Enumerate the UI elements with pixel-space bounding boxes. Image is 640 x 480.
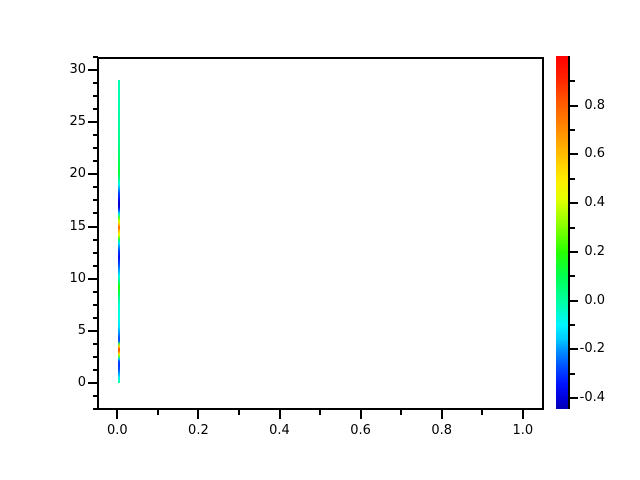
colorbar-tick <box>570 202 578 205</box>
y-axis-minor-tick <box>93 55 98 58</box>
y-axis-minor-tick <box>93 82 98 85</box>
colorbar-tick-label: 0.4 <box>584 195 605 211</box>
colorbar-minor-tick <box>570 226 575 229</box>
x-axis-minor-tick <box>156 409 159 415</box>
y-axis-minor-tick <box>93 186 98 189</box>
colorbar-minor-tick <box>570 177 575 180</box>
y-axis-tick <box>88 173 98 176</box>
x-axis-tick-label: 0.8 <box>431 423 453 438</box>
x-axis-tick <box>278 409 281 419</box>
y-axis-minor-tick <box>93 147 98 150</box>
y-axis-minor-tick <box>93 199 98 202</box>
y-axis-minor-tick <box>93 251 98 254</box>
y-axis-tick <box>88 121 98 124</box>
y-axis-tick-label: 20 <box>69 166 86 182</box>
colorbar-axis-line <box>568 56 570 409</box>
colorbar-tick <box>570 348 578 351</box>
y-axis-minor-tick <box>93 408 98 411</box>
colorbar-tick-label: 0.6 <box>584 146 605 162</box>
x-axis-minor-tick <box>481 409 484 415</box>
y-axis-minor-tick <box>93 160 98 163</box>
colorbar-minor-tick <box>570 372 575 375</box>
y-axis-minor-tick <box>93 238 98 241</box>
y-axis-minor-tick <box>93 342 98 345</box>
y-axis-minor-tick <box>93 108 98 111</box>
x-axis-tick <box>359 409 362 419</box>
colorbar-tick-label: -0.2 <box>579 341 605 357</box>
y-axis-minor-tick <box>93 95 98 98</box>
y-axis-minor-tick <box>93 290 98 293</box>
y-axis-minor-tick <box>93 264 98 267</box>
x-axis-minor-tick <box>319 409 322 415</box>
y-axis-minor-tick <box>93 395 98 398</box>
y-axis-minor-tick <box>93 316 98 319</box>
x-axis-minor-tick <box>237 409 240 415</box>
colorbar-tick <box>570 153 578 156</box>
x-axis-minor-tick <box>400 409 403 415</box>
x-axis-tick <box>116 409 119 419</box>
colorbar-minor-tick <box>570 275 575 278</box>
y-axis-tick <box>88 382 98 384</box>
plot-area <box>97 57 544 410</box>
y-axis-minor-tick <box>93 355 98 358</box>
colorbar-tick <box>570 397 578 400</box>
x-axis-tick-label: 0.4 <box>269 423 290 438</box>
colorbar-tick <box>570 299 578 302</box>
y-axis-minor-tick <box>93 303 98 306</box>
colorbar-tick-label: 0.8 <box>584 97 605 113</box>
colorbar-tick-label: -0.4 <box>579 390 605 406</box>
y-axis-tick-label: 0 <box>77 375 86 390</box>
y-axis-tick <box>88 225 98 228</box>
colorbar-tick-label: 0.0 <box>584 292 605 308</box>
y-axis-tick-label: 5 <box>77 322 86 338</box>
colorbar-gradient <box>556 56 570 409</box>
y-axis-tick-label: 15 <box>69 218 86 234</box>
colorbar-minor-tick <box>570 80 575 83</box>
y-axis-minor-tick <box>93 368 98 371</box>
x-axis-tick-label: 0.0 <box>106 423 128 438</box>
x-axis-tick <box>521 409 524 419</box>
colorbar-tick <box>570 104 578 107</box>
colorbar-tick-label: 0.2 <box>584 243 605 259</box>
y-axis-tick <box>88 277 98 280</box>
colorbar-minor-tick <box>570 129 575 132</box>
y-axis-tick-label: 25 <box>69 114 86 130</box>
x-axis-tick-label: 0.6 <box>350 423 371 438</box>
x-axis-tick-label: 0.2 <box>188 423 209 438</box>
data-line <box>118 80 120 383</box>
y-axis-tick-label: 10 <box>69 270 86 286</box>
x-axis-tick-label: 1.0 <box>512 423 534 438</box>
x-axis-tick <box>197 409 200 419</box>
y-axis-tick <box>88 69 98 71</box>
y-axis-tick-label: 30 <box>69 62 86 77</box>
y-axis-tick <box>88 329 98 332</box>
colorbar-minor-tick <box>570 324 575 327</box>
colorbar-tick <box>570 250 578 253</box>
y-axis-minor-tick <box>93 134 98 137</box>
x-axis-tick <box>440 409 443 419</box>
y-axis-minor-tick <box>93 212 98 215</box>
